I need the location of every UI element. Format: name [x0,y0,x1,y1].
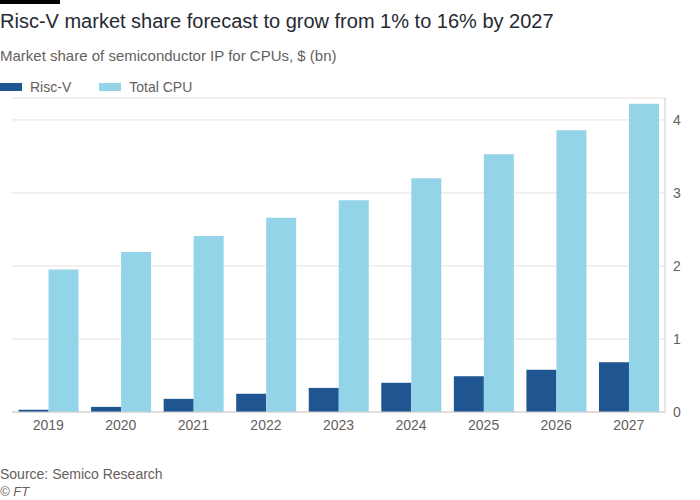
svg-text:1: 1 [673,331,681,347]
svg-text:2025: 2025 [468,417,499,433]
svg-text:2021: 2021 [178,417,209,433]
html-text:Total CPU: Total CPU [129,79,193,95]
svg-text:2027: 2027 [613,417,644,433]
html-text:Market share of semiconductor: Market share of semiconductor IP for CPU… [0,47,337,64]
html-text:© FT: © FT [0,484,30,499]
svg-text:2019: 2019 [33,417,64,433]
svg-text:2: 2 [673,258,681,274]
html-text:Risc-V: Risc-V [30,79,72,95]
svg-text:2020: 2020 [105,417,136,433]
svg-text:2024: 2024 [395,417,426,433]
svg-text:4: 4 [673,112,681,128]
svg-text:2022: 2022 [250,417,281,433]
svg-text:2026: 2026 [541,417,572,433]
html-text:Risc-V market share forecast t: Risc-V market share forecast to grow fro… [0,10,554,32]
svg-text:2023: 2023 [323,417,354,433]
svg-text:3: 3 [673,185,681,201]
html-text:Source: Semico Research: Source: Semico Research [0,466,163,482]
svg-text:0: 0 [673,404,681,420]
